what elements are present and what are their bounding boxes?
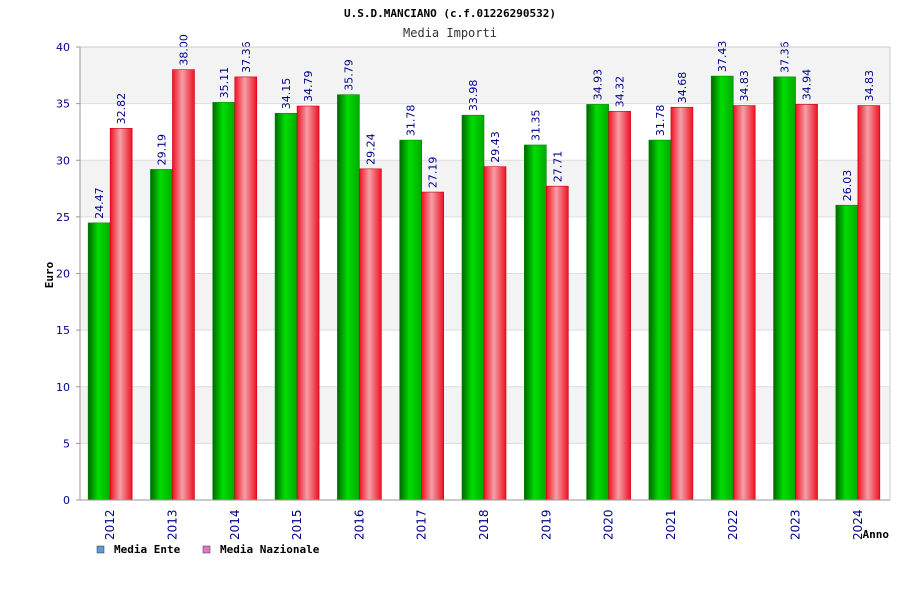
bars [87, 69, 881, 501]
y-tick-label: 0 [63, 494, 70, 507]
legend: Media Ente Media Nazionale [96, 543, 320, 556]
x-tick-label: 2022 [726, 509, 740, 540]
bar-media-ente-2019 [524, 144, 547, 501]
bar-media-ente-2012 [87, 222, 111, 501]
data-label: 34.32 [614, 76, 627, 108]
x-tick-label: 2013 [165, 509, 179, 540]
data-label: 32.82 [115, 93, 128, 124]
data-label: 34.93 [592, 69, 605, 101]
legend-label-media-nazionale: Media Nazionale [220, 543, 320, 556]
x-tick-label: 2016 [352, 509, 366, 540]
bar-media-ente-2024 [835, 204, 859, 501]
y-axis-label: Euro [43, 261, 56, 288]
bar-media-ente-2022 [710, 75, 734, 501]
x-axis-label: Anno [863, 528, 890, 541]
axes [79, 46, 891, 501]
data-label: 34.68 [676, 72, 689, 104]
x-tick-label: 2012 [103, 509, 117, 540]
legend-swatch-media-nazionale [202, 545, 211, 554]
data-label: 26.03 [841, 170, 854, 202]
bar-media-nazionale-2021 [670, 106, 694, 501]
bar-media-nazionale-2017 [421, 191, 444, 501]
bar-media-nazionale-2019 [546, 185, 569, 501]
data-label: 24.47 [93, 187, 106, 218]
data-label: 31.35 [529, 109, 542, 141]
data-label: 34.15 [280, 78, 293, 110]
data-label: 34.83 [863, 70, 876, 102]
data-label: 37.36 [779, 41, 792, 73]
bar-media-ente-2020 [586, 104, 609, 501]
y-tick-label: 5 [63, 437, 70, 450]
bar-media-nazionale-2018 [483, 166, 507, 501]
x-axis-ticks: 2012 2013 2014 2015 2016 2017 2018 2019 2020 2021… [103, 509, 865, 540]
y-tick-label: 30 [56, 154, 70, 167]
legend-label-media-ente: Media Ente [114, 543, 181, 556]
legend-swatch-media-ente [96, 545, 105, 554]
x-tick-label: 2023 [789, 509, 803, 540]
y-tick-label: 10 [56, 381, 70, 394]
data-label: 34.79 [302, 71, 315, 103]
data-label: 34.94 [801, 69, 814, 101]
data-label: 31.78 [405, 105, 418, 137]
bar-media-ente-2017 [399, 139, 422, 501]
data-label: 34.83 [738, 70, 751, 102]
y-tick-label: 15 [56, 324, 70, 337]
x-tick-label: 2021 [664, 509, 678, 540]
bar-media-ente-2015 [274, 112, 298, 501]
bar-media-nazionale-2012 [109, 128, 133, 501]
y-tick-label: 20 [56, 268, 70, 281]
x-tick-label: 2017 [415, 509, 429, 540]
bar-media-ente-2023 [773, 76, 796, 501]
chart-subtitle: Media Importi [403, 26, 497, 40]
data-label: 29.19 [155, 134, 168, 166]
y-tick-label: 35 [56, 98, 70, 111]
data-label: 37.43 [716, 41, 729, 73]
data-label: 35.79 [342, 59, 355, 91]
data-label: 37.36 [240, 41, 253, 73]
bar-media-nazionale-2013 [172, 69, 195, 501]
data-label: 33.98 [467, 80, 480, 112]
x-tick-label: 2015 [290, 509, 304, 540]
data-label: 35.11 [218, 67, 231, 99]
chart-title: U.S.D.MANCIANO (c.f.01226290532) [344, 7, 556, 20]
x-tick-label: 2019 [539, 509, 553, 540]
bar-media-nazionale-2014 [234, 76, 258, 501]
data-label: 31.78 [654, 105, 667, 137]
data-label: 29.43 [489, 131, 502, 163]
data-label: 38.00 [177, 34, 190, 66]
y-axis-ticks: 0 5 10 15 20 25 30 35 40 [56, 41, 80, 507]
y-tick-label: 25 [56, 211, 70, 224]
bar-media-nazionale-2016 [359, 168, 382, 501]
bar-media-ente-2021 [648, 139, 672, 501]
bar-media-ente-2013 [150, 169, 173, 501]
x-tick-label: 2014 [228, 509, 242, 540]
bar-media-ente-2018 [461, 114, 485, 501]
x-tick-label: 2024 [851, 509, 865, 540]
x-tick-label: 2020 [602, 509, 616, 540]
bar-media-nazionale-2024 [857, 105, 881, 501]
data-label: 29.24 [364, 133, 377, 165]
grid-band [80, 47, 890, 104]
data-label: 27.19 [427, 157, 440, 189]
y-tick-label: 40 [56, 41, 70, 54]
data-label: 27.71 [551, 151, 564, 183]
bar-media-nazionale-2015 [296, 105, 320, 501]
bar-media-ente-2016 [337, 94, 360, 501]
bar-media-nazionale-2023 [795, 104, 818, 501]
bar-media-ente-2014 [212, 102, 236, 501]
data-labels: 24.47 32.82 29.19 38.00 35.11 37.36 34.15 34.79… [93, 34, 876, 219]
x-tick-label: 2018 [477, 509, 491, 540]
bar-media-nazionale-2022 [732, 105, 756, 501]
bar-media-nazionale-2020 [608, 111, 631, 501]
grid-band [80, 103, 890, 161]
